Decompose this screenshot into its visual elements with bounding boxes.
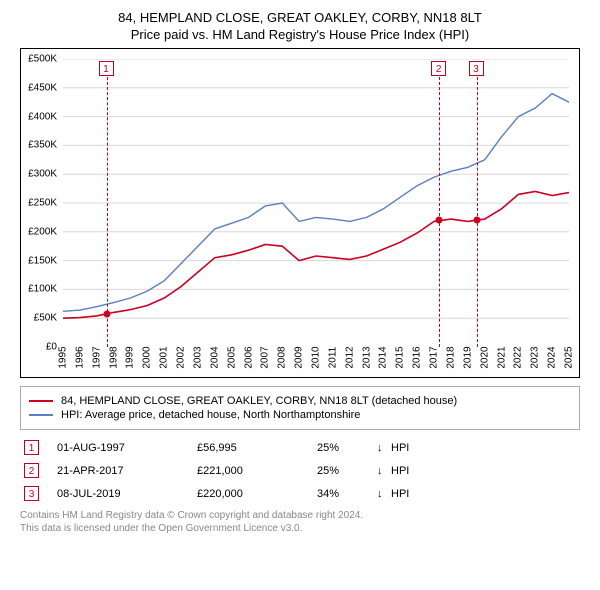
x-tick-label: 2023 <box>530 346 541 368</box>
x-tick-label: 2015 <box>395 346 406 368</box>
down-arrow-icon: ↓ <box>377 442 391 454</box>
sale-price: £56,995 <box>197 442 317 454</box>
sale-marker-line <box>477 77 478 347</box>
sale-marker-line <box>439 77 440 347</box>
legend-swatch <box>29 414 53 416</box>
footer-attribution: Contains HM Land Registry data © Crown c… <box>20 509 580 535</box>
sale-date: 01-AUG-1997 <box>57 442 197 454</box>
sale-marker-box: 2 <box>431 61 446 76</box>
sale-date: 08-JUL-2019 <box>57 488 197 500</box>
x-tick-label: 2012 <box>344 346 355 368</box>
sale-marker-line <box>107 77 108 347</box>
sale-pct: 25% <box>317 442 377 454</box>
x-tick-label: 2000 <box>142 346 153 368</box>
y-tick-label: £500K <box>28 54 57 65</box>
x-tick-label: 2018 <box>445 346 456 368</box>
y-tick-label: £50K <box>34 313 57 324</box>
y-tick-label: £400K <box>28 111 57 122</box>
x-tick-label: 2006 <box>243 346 254 368</box>
x-tick-label: 2003 <box>192 346 203 368</box>
sale-index-box: 3 <box>24 486 39 501</box>
x-tick-label: 2008 <box>277 346 288 368</box>
x-tick-label: 2004 <box>209 346 220 368</box>
legend: 84, HEMPLAND CLOSE, GREAT OAKLEY, CORBY,… <box>20 386 580 430</box>
x-tick-label: 2009 <box>294 346 305 368</box>
x-tick-label: 2021 <box>496 346 507 368</box>
x-tick-label: 2016 <box>412 346 423 368</box>
down-arrow-icon: ↓ <box>377 488 391 500</box>
x-tick-label: 2017 <box>429 346 440 368</box>
x-tick-label: 2002 <box>176 346 187 368</box>
y-tick-label: £450K <box>28 82 57 93</box>
y-tick-label: £300K <box>28 169 57 180</box>
sale-price: £220,000 <box>197 488 317 500</box>
sale-index-box: 1 <box>24 440 39 455</box>
x-tick-label: 2007 <box>260 346 271 368</box>
sale-hpi-label: HPI <box>391 488 431 500</box>
series-price_paid <box>63 192 569 319</box>
sale-date: 21-APR-2017 <box>57 465 197 477</box>
y-tick-label: £350K <box>28 140 57 151</box>
x-tick-label: 2019 <box>462 346 473 368</box>
legend-label: 84, HEMPLAND CLOSE, GREAT OAKLEY, CORBY,… <box>61 395 457 407</box>
sale-index-box: 2 <box>24 463 39 478</box>
x-tick-label: 2013 <box>361 346 372 368</box>
footer-line2: This data is licensed under the Open Gov… <box>20 522 580 535</box>
sale-point-dot <box>103 311 110 318</box>
down-arrow-icon: ↓ <box>377 465 391 477</box>
legend-label: HPI: Average price, detached house, Nort… <box>61 409 360 421</box>
sale-marker-box: 1 <box>99 61 114 76</box>
x-tick-label: 1996 <box>74 346 85 368</box>
x-tick-label: 1999 <box>125 346 136 368</box>
sale-point-dot <box>473 217 480 224</box>
sales-table: 101-AUG-1997£56,99525%↓HPI221-APR-2017£2… <box>20 436 580 505</box>
footer-line1: Contains HM Land Registry data © Crown c… <box>20 509 580 522</box>
title-subtitle: Price paid vs. HM Land Registry's House … <box>10 27 590 42</box>
legend-item: 84, HEMPLAND CLOSE, GREAT OAKLEY, CORBY,… <box>29 395 571 407</box>
y-tick-label: £100K <box>28 284 57 295</box>
chart-svg <box>63 59 569 347</box>
sale-price: £221,000 <box>197 465 317 477</box>
title-address: 84, HEMPLAND CLOSE, GREAT OAKLEY, CORBY,… <box>10 10 590 25</box>
x-tick-label: 1998 <box>108 346 119 368</box>
legend-item: HPI: Average price, detached house, Nort… <box>29 409 571 421</box>
y-tick-label: £200K <box>28 226 57 237</box>
y-tick-label: £0 <box>46 342 57 353</box>
legend-swatch <box>29 400 53 402</box>
sale-row: 1 01-AUG-1997£56,99525%↓HPI <box>20 436 580 459</box>
x-tick-label: 2025 <box>564 346 575 368</box>
y-tick-label: £150K <box>28 255 57 266</box>
y-tick-label: £250K <box>28 198 57 209</box>
sale-point-dot <box>436 216 443 223</box>
sale-hpi-label: HPI <box>391 442 431 454</box>
chart-title-block: 84, HEMPLAND CLOSE, GREAT OAKLEY, CORBY,… <box>10 10 590 42</box>
sale-pct: 34% <box>317 488 377 500</box>
chart-container: £0 £50K £100K £150K £200K £250K £300K £350K £400… <box>20 48 580 378</box>
x-tick-label: 2001 <box>159 346 170 368</box>
x-tick-label: 2010 <box>311 346 322 368</box>
sale-row: 2 21-APR-2017£221,00025%↓HPI <box>20 459 580 482</box>
sale-pct: 25% <box>317 465 377 477</box>
sale-marker-box: 3 <box>469 61 484 76</box>
x-tick-label: 1995 <box>58 346 69 368</box>
series-hpi <box>63 94 569 312</box>
x-tick-label: 2022 <box>513 346 524 368</box>
x-tick-label: 2011 <box>327 347 338 369</box>
x-tick-label: 1997 <box>91 346 102 368</box>
sale-row: 3 08-JUL-2019£220,00034%↓HPI <box>20 482 580 505</box>
x-tick-label: 2005 <box>226 346 237 368</box>
x-tick-label: 2020 <box>479 346 490 368</box>
x-tick-label: 2024 <box>547 346 558 368</box>
sale-hpi-label: HPI <box>391 465 431 477</box>
x-tick-label: 2014 <box>378 346 389 368</box>
plot-area: 1 2 3 <box>63 59 569 347</box>
